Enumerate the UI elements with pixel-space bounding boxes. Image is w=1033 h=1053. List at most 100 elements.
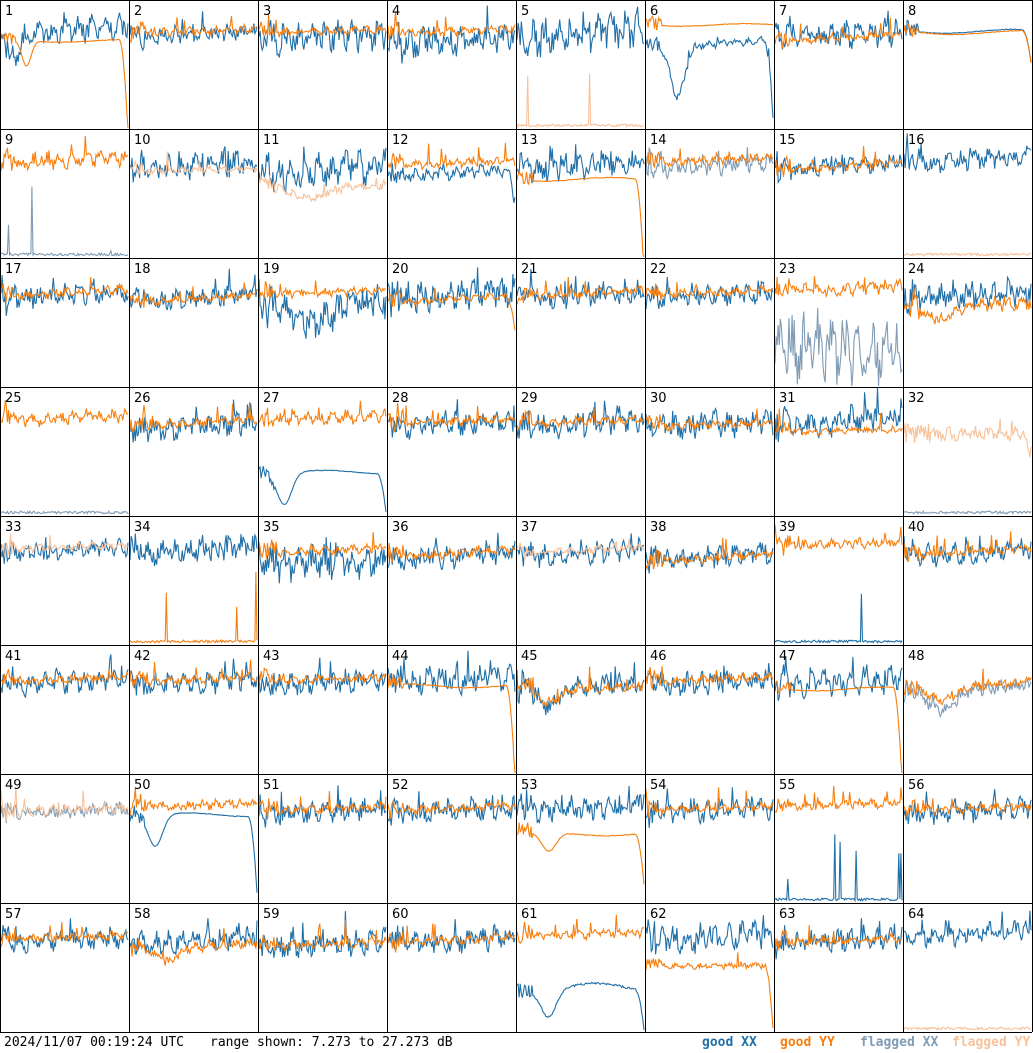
panel-label-18: 18 [134, 262, 151, 277]
series-yy-13 [516, 170, 645, 258]
panel-label-51: 51 [263, 778, 280, 793]
series-yy-26 [129, 401, 258, 433]
series-yy-8 [903, 22, 1032, 63]
panel-label-38: 38 [650, 520, 667, 535]
series-yy-54 [645, 787, 774, 819]
series-yy-53 [516, 822, 645, 885]
legend-good-xx: good XX [702, 1035, 757, 1050]
panel-label-60: 60 [392, 907, 409, 922]
panel-44: 44 [387, 649, 516, 774]
series-xx-9 [0, 186, 129, 257]
series-yy-29 [516, 406, 645, 431]
series-xx-7 [774, 10, 903, 50]
panel-label-22: 22 [650, 262, 667, 277]
series-yy-23 [774, 275, 903, 299]
series-xx-23 [774, 307, 903, 387]
series-xx-30 [645, 407, 774, 440]
panel-46: 46 [645, 649, 774, 697]
series-xx-62 [645, 915, 774, 955]
panel-label-37: 37 [521, 520, 538, 535]
series-xx-5 [516, 6, 645, 58]
panel-label-31: 31 [779, 391, 796, 406]
panel-2: 2 [129, 4, 258, 52]
series-yy-33 [0, 534, 129, 558]
series-xx-45 [516, 662, 645, 716]
series-yy-43 [258, 667, 387, 686]
series-xx-27 [258, 465, 387, 512]
series-yy-45 [516, 666, 645, 708]
series-xx-13 [516, 144, 645, 184]
series-xx-44 [387, 650, 516, 697]
panel-label-7: 7 [779, 4, 787, 19]
series-yy-47 [774, 680, 903, 774]
panel-31: 31 [774, 387, 903, 443]
panel-7: 7 [774, 4, 903, 50]
series-yy-18 [129, 282, 258, 308]
timestamp: 2024/11/07 00:19:24 UTC [4, 1035, 185, 1050]
series-xx-17 [0, 275, 129, 316]
panel-label-34: 34 [134, 520, 151, 535]
series-xx-59 [258, 911, 387, 959]
panel-16: 16 [903, 133, 1032, 258]
panel-19: 19 [258, 262, 387, 339]
series-xx-48 [903, 677, 1032, 718]
series-xx-12 [387, 162, 516, 204]
series-xx-51 [258, 785, 387, 828]
panel-55: 55 [774, 778, 903, 903]
series-xx-54 [645, 787, 774, 828]
panel-41: 41 [0, 649, 129, 699]
series-yy-39 [774, 524, 903, 556]
panel-24: 24 [903, 262, 1032, 325]
series-xx-20 [387, 267, 516, 318]
series-xx-26 [129, 399, 258, 443]
series-xx-61 [516, 981, 645, 1031]
panel-label-39: 39 [779, 520, 796, 535]
series-xx-39 [774, 593, 903, 644]
series-yy-48 [903, 668, 1032, 706]
panel-label-6: 6 [650, 4, 658, 19]
footer-bar: 2024/11/07 00:19:24 UTC range shown: 7.2… [0, 1033, 1033, 1053]
panel-label-20: 20 [392, 262, 409, 277]
panel-label-53: 53 [521, 778, 538, 793]
series-xx-15 [774, 151, 903, 185]
series-yy-38 [645, 537, 774, 571]
legend-good-yy: good YY [780, 1035, 835, 1050]
panel-63: 63 [774, 907, 903, 960]
panel-label-2: 2 [134, 4, 142, 19]
series-xx-50 [129, 805, 258, 893]
series-yy-41 [0, 669, 129, 687]
series-yy-12 [387, 142, 516, 172]
panel-label-48: 48 [908, 649, 925, 664]
series-yy-55 [774, 785, 903, 813]
series-xx-22 [645, 276, 774, 310]
series-yy-21 [516, 276, 645, 305]
series-xx-28 [387, 399, 516, 440]
panel-6: 6 [645, 4, 774, 118]
series-xx-64 [903, 910, 1032, 950]
panel-label-57: 57 [5, 907, 22, 922]
panel-40: 40 [903, 520, 1032, 568]
panel-61: 61 [516, 907, 645, 1031]
panel-label-47: 47 [779, 649, 796, 664]
legend-flagged-yy: flagged YY [952, 1035, 1031, 1050]
series-yy-19 [258, 280, 387, 300]
panel-label-59: 59 [263, 907, 280, 922]
series-yy-28 [387, 403, 516, 433]
panel-label-54: 54 [650, 778, 667, 793]
series-yy-51 [258, 790, 387, 820]
series-xx-3 [258, 19, 387, 58]
panel-56: 56 [903, 778, 1032, 825]
series-yy-32 [903, 418, 1032, 458]
panel-label-64: 64 [908, 907, 925, 922]
series-xx-47 [774, 656, 903, 701]
panel-label-21: 21 [521, 262, 538, 277]
panel-51: 51 [258, 778, 387, 828]
panel-35: 35 [258, 520, 387, 584]
panel-11: 11 [258, 133, 387, 203]
panel-label-33: 33 [5, 520, 22, 535]
panel-label-44: 44 [392, 649, 409, 664]
panel-58: 58 [129, 907, 258, 966]
panel-label-26: 26 [134, 391, 151, 406]
series-yy-61 [516, 914, 645, 945]
panel-label-1: 1 [5, 4, 13, 19]
